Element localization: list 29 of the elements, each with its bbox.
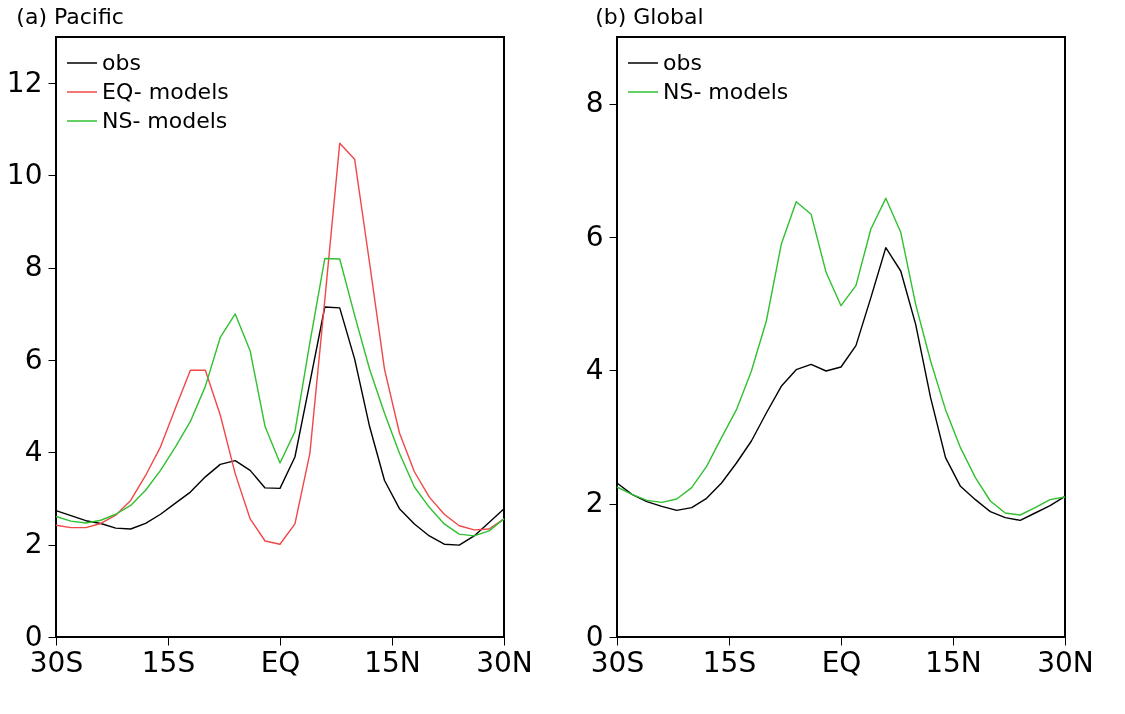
y-tick-label: 6 — [585, 219, 604, 253]
y-tick-label: 10 — [6, 157, 43, 191]
y-tick-label: 4 — [585, 352, 604, 386]
y-tick-label: 2 — [585, 486, 604, 520]
line-series — [616, 197, 1066, 516]
x-tick-label: 15S — [141, 645, 196, 679]
chart-title: (b) Global — [595, 4, 704, 29]
y-tick-label: 6 — [24, 342, 43, 376]
y-tick-label: 4 — [24, 434, 43, 468]
x-tick-label: 30S — [29, 645, 84, 679]
x-tick-label: 30N — [476, 645, 533, 679]
x-tick-label: 15S — [702, 645, 757, 679]
y-tick-label: 12 — [6, 65, 43, 99]
line-series — [55, 257, 505, 537]
legend-label: obs — [102, 50, 141, 75]
legend-label: obs — [663, 50, 702, 75]
x-tick-label: EQ — [260, 645, 301, 679]
chart-title: (a) Pacific — [16, 4, 124, 29]
y-tick-label: 2 — [24, 527, 43, 561]
legend-label: EQ- models — [102, 79, 229, 104]
x-tick-label: 30N — [1037, 645, 1094, 679]
legend-label: NS- models — [102, 108, 228, 133]
x-tick-label: 15N — [364, 645, 421, 679]
x-tick-label: 15N — [925, 645, 982, 679]
y-tick-label: 8 — [24, 250, 43, 284]
x-tick-label: EQ — [821, 645, 862, 679]
y-tick-label: 8 — [585, 86, 604, 120]
x-tick-label: 30S — [590, 645, 645, 679]
legend-label: NS- models — [663, 79, 789, 104]
